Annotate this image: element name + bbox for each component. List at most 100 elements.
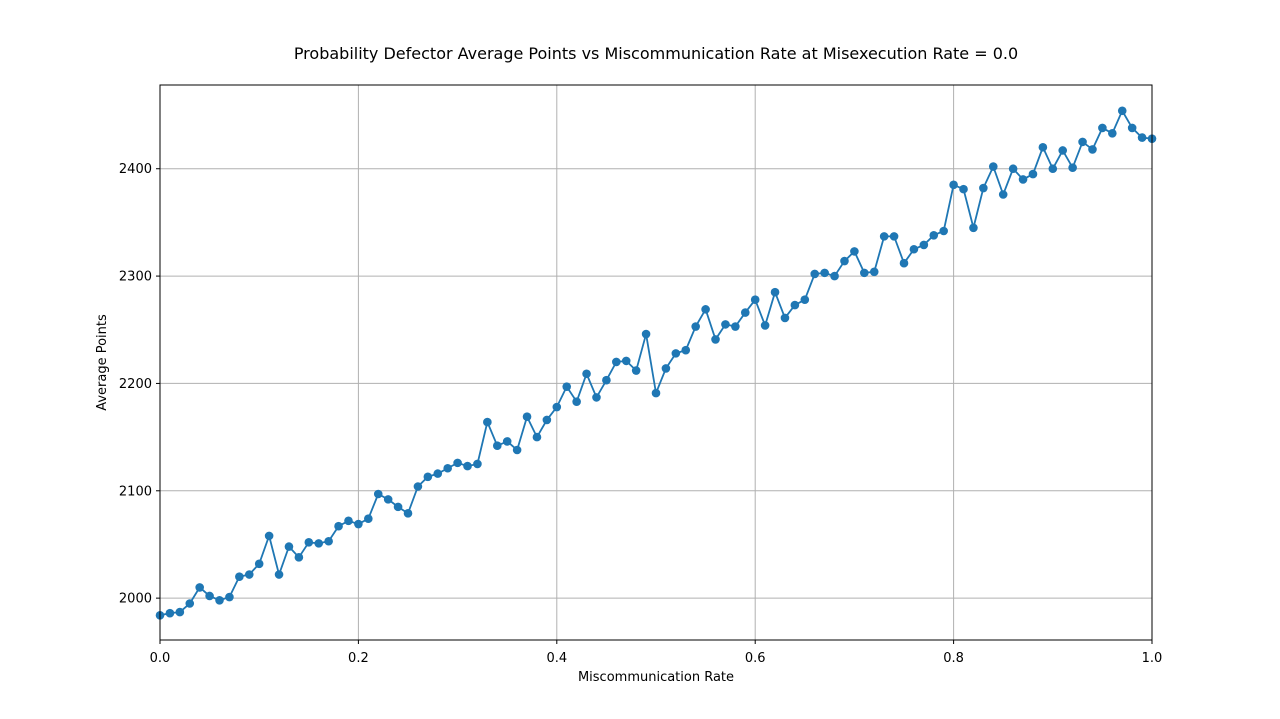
data-point	[324, 536, 333, 546]
data-point	[830, 271, 839, 281]
data-point	[284, 542, 294, 551]
data-point	[393, 502, 403, 512]
data-point	[1028, 169, 1038, 179]
data-point	[443, 463, 452, 473]
data-point	[641, 329, 651, 339]
grid	[159, 85, 1153, 640]
data-point	[1068, 163, 1077, 172]
y-tick-label: 2000	[119, 592, 152, 607]
plot-frame	[159, 84, 1153, 641]
data-point	[304, 538, 314, 547]
data-point	[592, 393, 601, 402]
data-point	[1088, 145, 1097, 154]
data-point	[909, 244, 919, 254]
data-point	[1018, 175, 1028, 184]
x-tick-label: 0.4	[546, 651, 567, 666]
data-point	[463, 461, 472, 471]
data-point	[850, 247, 859, 256]
data-point	[314, 539, 324, 548]
data-point	[998, 190, 1008, 199]
data-point	[1137, 133, 1147, 142]
data-point	[1048, 164, 1058, 174]
data-point	[522, 412, 532, 422]
x-tick-label: 0.2	[348, 651, 369, 666]
data-point	[860, 268, 869, 278]
data-point	[979, 183, 988, 193]
data-point	[711, 335, 720, 344]
data-point	[373, 489, 383, 499]
data-point	[344, 516, 353, 526]
data-point	[731, 322, 740, 331]
data-point	[433, 469, 443, 478]
data-point	[403, 509, 413, 518]
data-point	[423, 472, 433, 482]
y-tick-label: 2200	[119, 377, 152, 392]
data-point	[215, 595, 224, 605]
y-tick-label: 2400	[119, 162, 152, 177]
data-point	[740, 308, 750, 317]
data-point	[205, 591, 214, 601]
data-point	[750, 295, 760, 305]
data-point	[602, 375, 611, 385]
data-point	[790, 300, 800, 310]
data-point	[254, 559, 264, 569]
data-point	[1008, 164, 1018, 174]
data-point	[1127, 123, 1137, 133]
data-point	[1038, 142, 1048, 152]
data-point	[195, 583, 204, 592]
y-axis-label: Average Points	[95, 314, 110, 411]
data-point	[969, 223, 978, 233]
data-point	[651, 388, 661, 398]
data-point	[988, 162, 998, 171]
data-point	[354, 519, 363, 529]
data-point	[582, 369, 591, 379]
x-tick-label: 1.0	[1142, 651, 1163, 666]
data-point	[473, 459, 482, 469]
data-point	[631, 366, 641, 375]
data-point	[820, 268, 829, 278]
data-point	[264, 531, 274, 541]
data-point	[572, 397, 581, 406]
data-point	[364, 514, 373, 523]
data-point	[244, 570, 254, 579]
data-point	[612, 357, 621, 367]
data-point	[721, 320, 730, 329]
data-point	[621, 356, 631, 366]
data-point	[869, 267, 879, 277]
data-point	[274, 570, 284, 579]
data-point	[1108, 129, 1117, 138]
data-point	[1078, 137, 1087, 147]
data-point	[959, 184, 968, 194]
data-point	[929, 230, 939, 240]
data-point	[492, 441, 502, 450]
x-tick-label: 0.8	[943, 651, 964, 666]
data-point	[483, 417, 492, 427]
data-point	[1058, 146, 1068, 155]
axis-ticks: 0.0 0.2 0.4 0.6 0.8 1.0 2000 2100 2200 2300 2400	[119, 162, 1162, 666]
data-series	[155, 106, 1157, 620]
data-point	[185, 599, 195, 608]
y-tick-label: 2300	[119, 270, 152, 285]
data-point	[889, 232, 899, 241]
data-point	[512, 445, 522, 455]
y-tick-label: 2100	[119, 484, 152, 499]
data-point	[939, 226, 948, 236]
data-point	[1098, 123, 1107, 133]
data-point	[453, 458, 462, 468]
chart-title: Probability Defector Average Points vs M…	[294, 44, 1018, 63]
data-point	[225, 592, 234, 602]
data-point	[681, 345, 691, 355]
data-point	[502, 437, 512, 446]
data-point	[800, 295, 810, 305]
data-point	[780, 313, 790, 323]
data-point	[899, 258, 909, 268]
data-point	[879, 232, 889, 241]
data-point	[760, 321, 770, 330]
data-point	[165, 608, 175, 618]
data-point	[334, 521, 343, 531]
data-point	[949, 180, 958, 190]
data-point	[235, 572, 244, 581]
x-tick-label: 0.0	[150, 651, 171, 666]
data-point	[175, 607, 185, 617]
